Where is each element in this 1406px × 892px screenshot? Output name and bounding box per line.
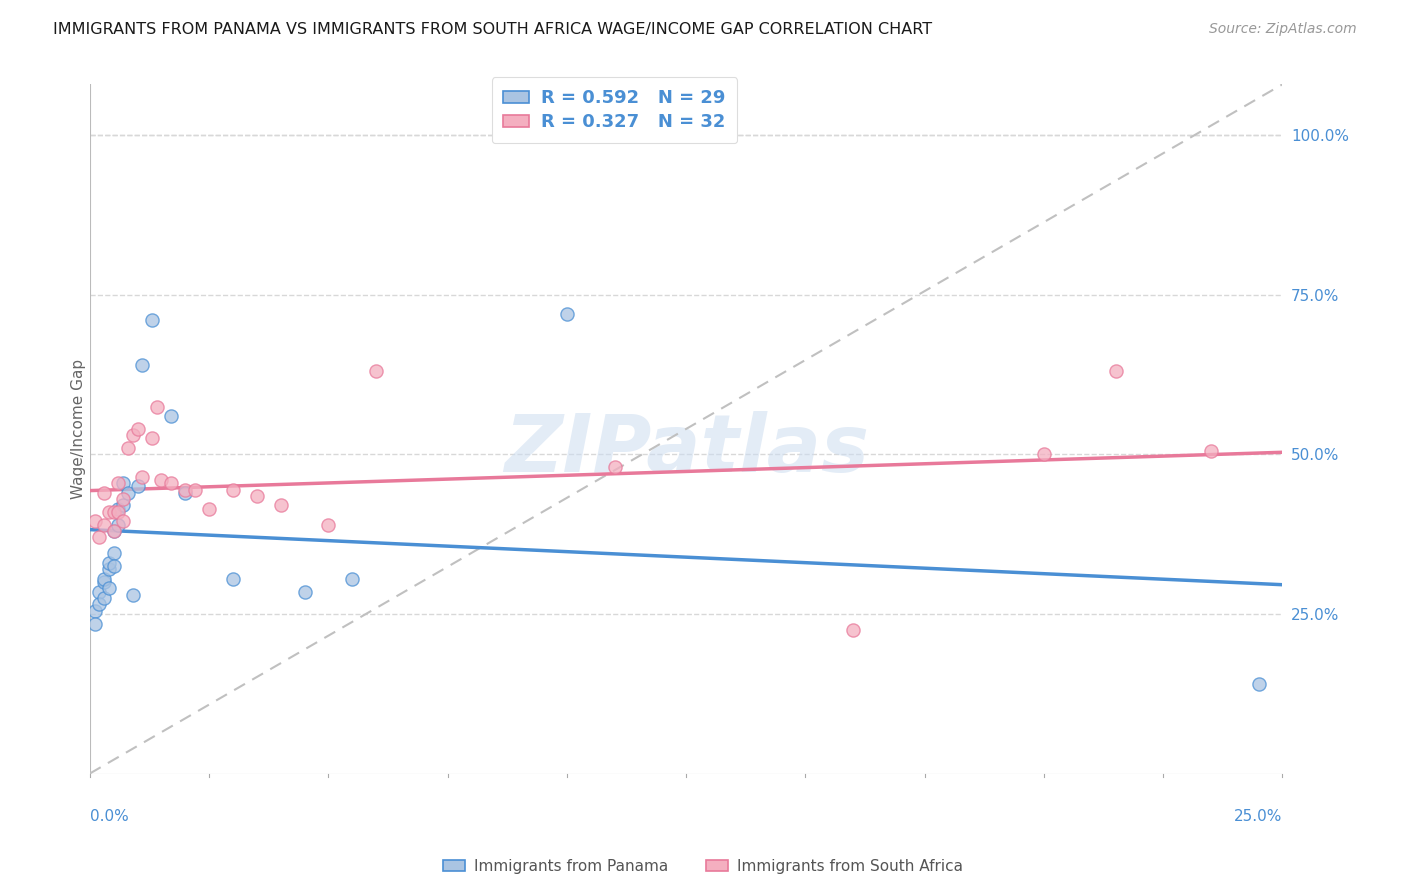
Point [174, 485, 197, 500]
Point [174, 483, 197, 497]
Point [127, 422, 149, 436]
Point [97, 556, 120, 570]
Point [145, 400, 167, 414]
Point [93, 572, 115, 586]
Text: IMMIGRANTS FROM PANAMA VS IMMIGRANTS FROM SOUTH AFRICA WAGE/INCOME GAP CORRELATI: IMMIGRANTS FROM PANAMA VS IMMIGRANTS FRO… [53, 22, 932, 37]
Text: ZIPatlas: ZIPatlas [503, 410, 869, 489]
Point [103, 546, 125, 560]
Point [160, 476, 183, 491]
Point [83, 604, 105, 618]
Point [131, 469, 153, 483]
Point [364, 364, 387, 378]
Point [127, 479, 149, 493]
Point [107, 501, 129, 516]
Point [93, 575, 115, 590]
Point [112, 515, 135, 529]
Point [160, 409, 183, 424]
Point [89, 530, 111, 544]
Point [112, 492, 135, 507]
Point [117, 485, 139, 500]
Point [294, 584, 316, 599]
Point [107, 476, 129, 491]
Point [89, 598, 111, 612]
Point [103, 524, 125, 538]
Point [842, 623, 865, 637]
Point [121, 428, 143, 442]
Point [131, 358, 153, 372]
Point [342, 572, 364, 586]
Point [103, 524, 125, 538]
Point [1247, 677, 1270, 691]
Point [1104, 364, 1126, 378]
Point [222, 483, 245, 497]
Point [1033, 447, 1056, 461]
Point [93, 591, 115, 605]
Legend: R = 0.592   N = 29, R = 0.327   N = 32: R = 0.592 N = 29, R = 0.327 N = 32 [492, 78, 738, 144]
Point [93, 485, 115, 500]
Point [246, 489, 269, 503]
Text: 0.0%: 0.0% [90, 809, 128, 823]
Text: Source: ZipAtlas.com: Source: ZipAtlas.com [1209, 22, 1357, 37]
Point [121, 588, 143, 602]
Point [117, 441, 139, 455]
Point [107, 505, 129, 519]
Point [222, 572, 245, 586]
Point [270, 499, 292, 513]
Point [112, 499, 135, 513]
Point [141, 432, 163, 446]
Y-axis label: Wage/Income Gap: Wage/Income Gap [72, 359, 86, 499]
Point [93, 517, 115, 532]
Point [318, 517, 340, 532]
Point [97, 562, 120, 576]
Text: 25.0%: 25.0% [1234, 809, 1282, 823]
Point [83, 616, 105, 631]
Point [1199, 444, 1222, 458]
Point [141, 313, 163, 327]
Point [97, 505, 120, 519]
Point [603, 460, 626, 475]
Point [198, 501, 221, 516]
Point [89, 584, 111, 599]
Point [112, 476, 135, 491]
Point [103, 559, 125, 574]
Point [97, 582, 120, 596]
Point [150, 473, 173, 487]
Point [83, 515, 105, 529]
Point [107, 517, 129, 532]
Point [103, 505, 125, 519]
Legend: Immigrants from Panama, Immigrants from South Africa: Immigrants from Panama, Immigrants from … [437, 853, 969, 880]
Point [184, 483, 207, 497]
Point [555, 307, 578, 321]
